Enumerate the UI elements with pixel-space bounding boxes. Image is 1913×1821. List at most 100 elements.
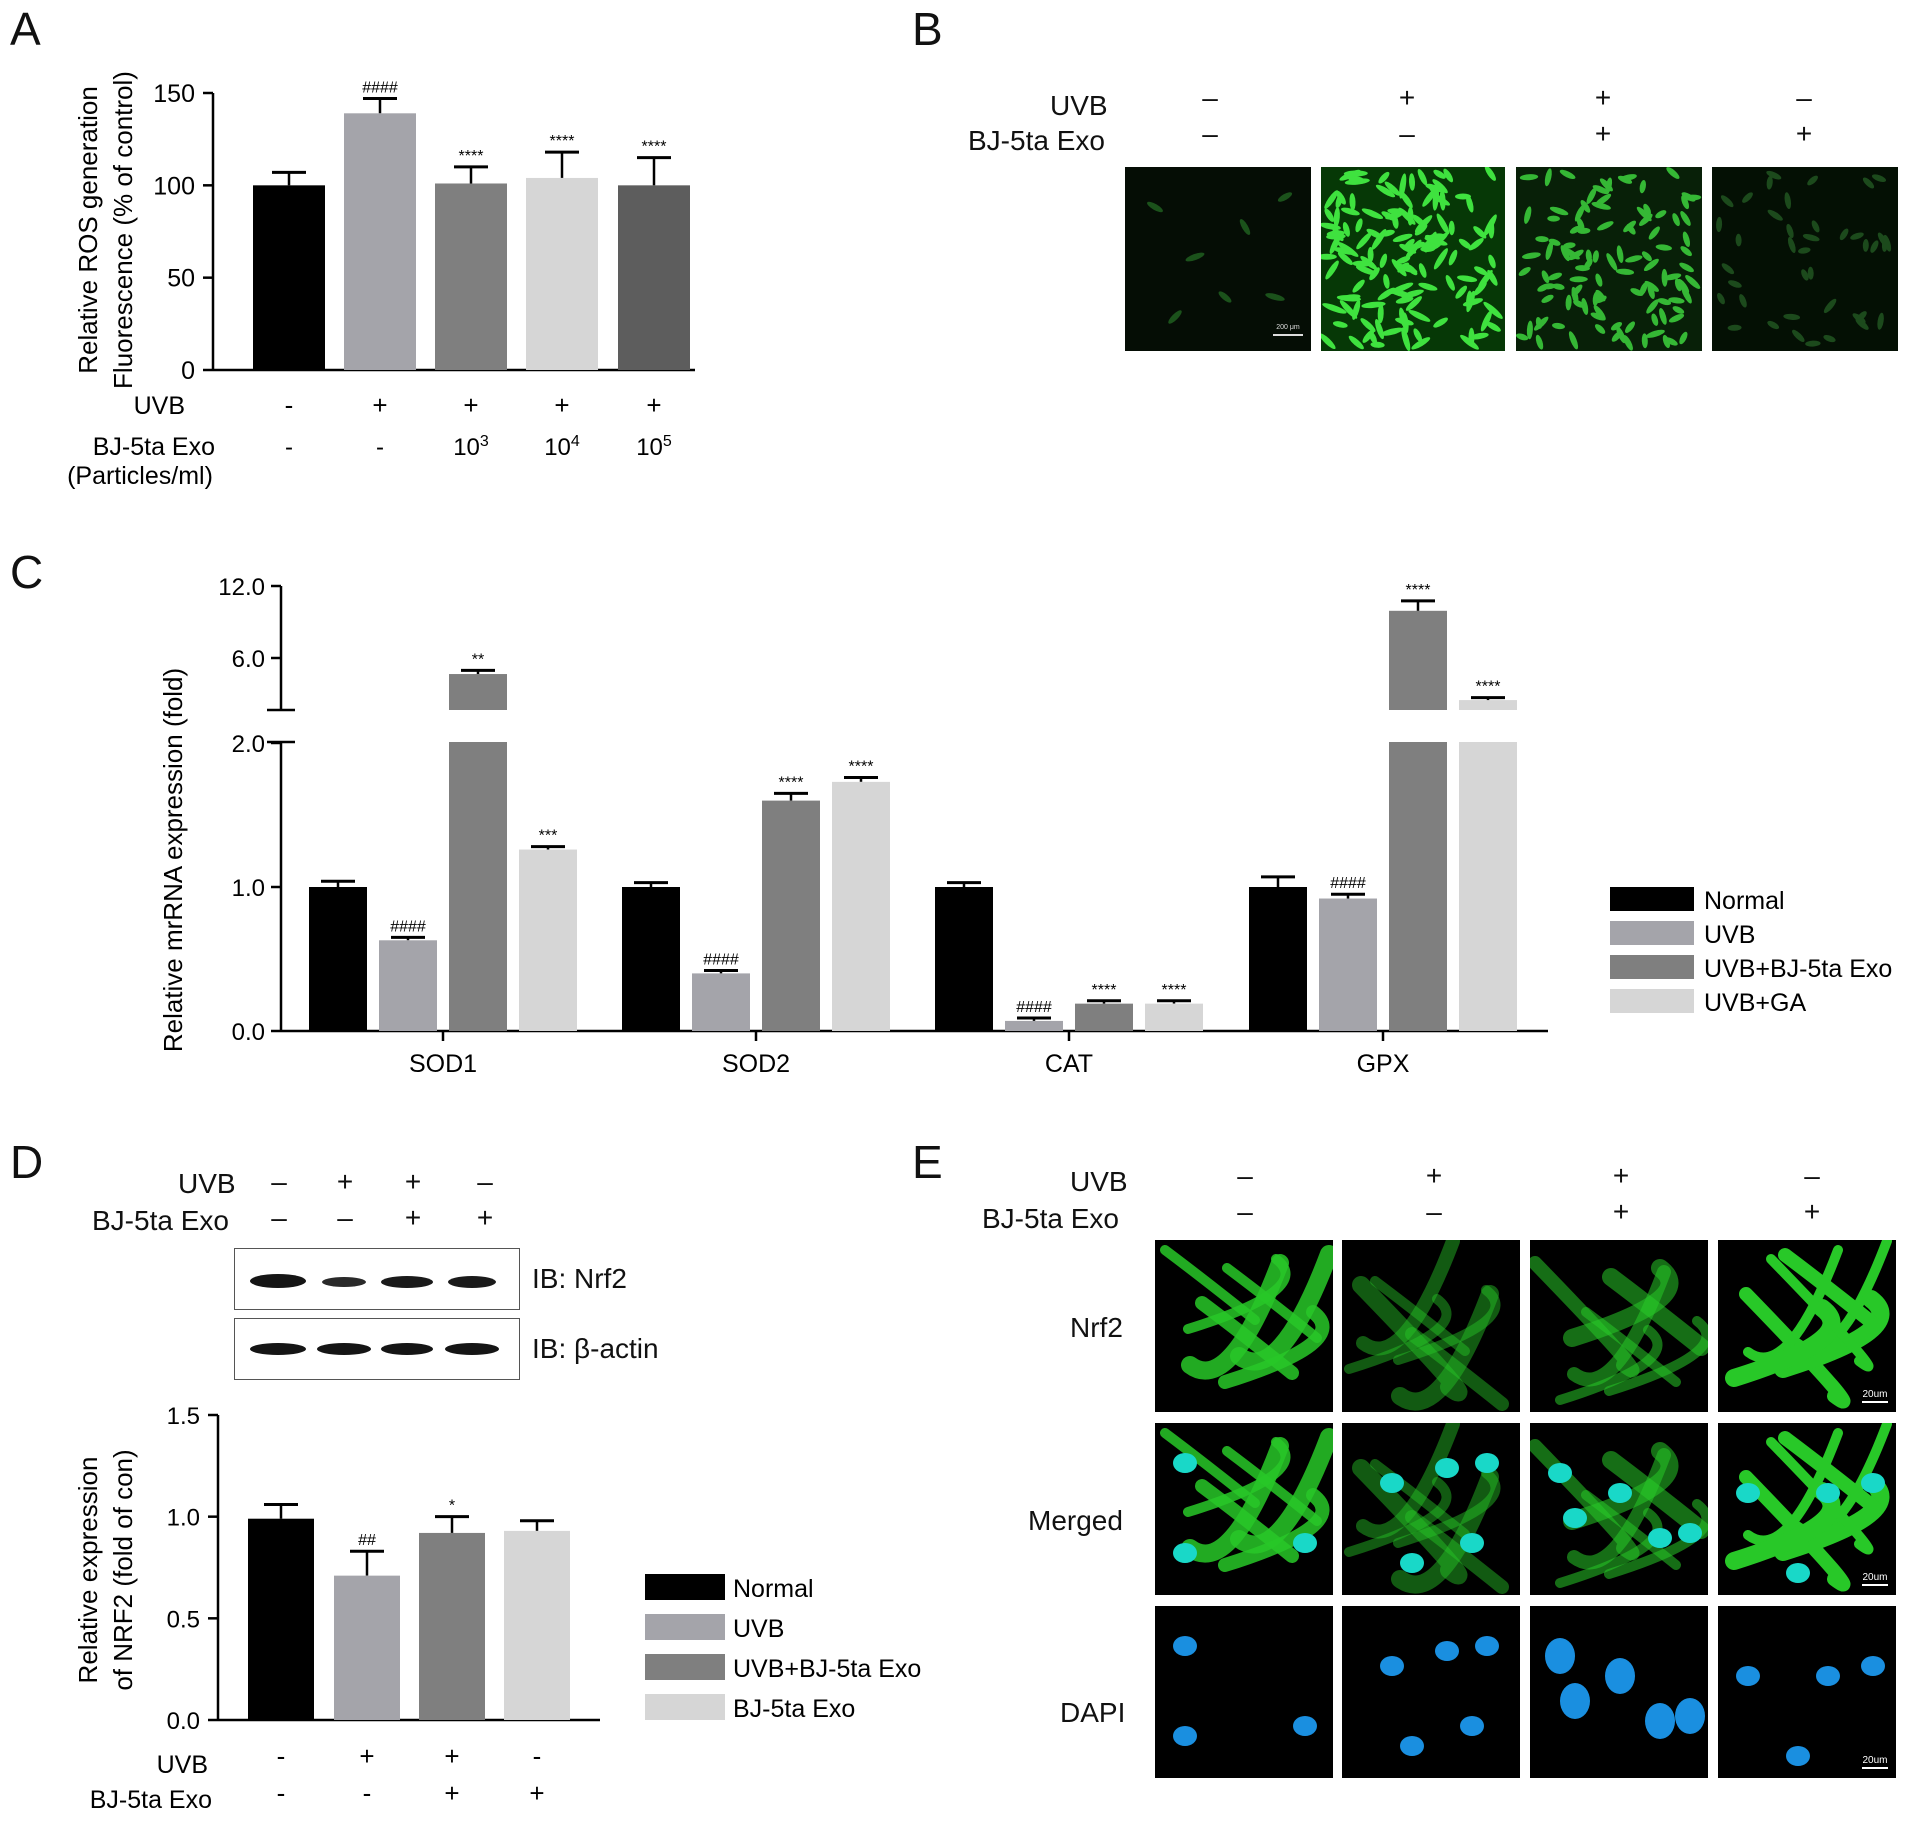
cell-mark <box>1647 284 1655 300</box>
cell-mark <box>1395 296 1414 304</box>
cell-mark <box>1348 335 1364 350</box>
cell-body <box>1391 1468 1499 1594</box>
chart-c-legend-swatch <box>1610 887 1694 911</box>
nucleus <box>1460 1716 1484 1736</box>
panel-letter-e: E <box>912 1136 943 1188</box>
cell-mark <box>1457 275 1478 283</box>
nucleus <box>1400 1736 1424 1756</box>
panel-b-uvb-2: + <box>1398 82 1416 113</box>
cell-mark <box>1580 200 1591 213</box>
chart-d-uvb-sign: + <box>444 1741 459 1771</box>
nucleus <box>1786 1563 1810 1583</box>
cell-mark <box>1643 203 1651 216</box>
panel-b-micrograph-uvb-exo <box>1516 167 1702 351</box>
cell-mark <box>1448 249 1458 266</box>
chart-c-bar-upper <box>1459 700 1517 710</box>
cell-mark <box>1565 294 1572 311</box>
axis-c-tick-label: 0.0 <box>232 1019 265 1046</box>
chart-c-bar <box>762 800 820 1031</box>
chart-c-sig: #### <box>1330 875 1366 892</box>
panel-d-exo-4: + <box>476 1202 494 1233</box>
panel-e-micrograph-merged-1 <box>1155 1423 1333 1595</box>
chart-d-bar-3 <box>419 1532 485 1720</box>
panel-e-uvb-3: + <box>1612 1160 1630 1191</box>
cell-mark <box>1811 220 1820 233</box>
axis-a-tick-label: 0 <box>181 357 195 385</box>
axis-a-tick-label: 150 <box>153 80 195 108</box>
nucleus <box>1380 1656 1404 1676</box>
cell-body <box>1352 1276 1468 1402</box>
micrograph-background <box>1342 1240 1520 1412</box>
nucleus <box>1475 1636 1499 1656</box>
cell-mark <box>1592 185 1609 195</box>
chart-c-legend-label: Normal <box>1704 887 1785 915</box>
panel-letter-b: B <box>912 3 943 55</box>
chart-c-bar <box>519 849 577 1031</box>
cell-body <box>1356 1423 1460 1539</box>
panel-e-uvb-label: UVB <box>1070 1166 1128 1197</box>
chart-c-sig: **** <box>1406 582 1431 599</box>
chart-d: 0.0 0.5 1.0 1.5 Relative expression of NRF2 (… <box>73 1403 921 1814</box>
cell-mark <box>1590 312 1606 321</box>
panel-e-uvb-1: – <box>1237 1160 1253 1191</box>
nucleus <box>1293 1716 1317 1736</box>
cell-mark <box>1397 262 1410 273</box>
cell-mark <box>1573 299 1585 308</box>
micrograph-background <box>1342 1423 1520 1595</box>
cell-mark <box>1360 318 1376 333</box>
nucleus <box>1548 1463 1572 1483</box>
chart-a-uvb-label: UVB <box>134 392 185 420</box>
cell-mark <box>1322 303 1347 314</box>
cell-mark <box>1473 226 1487 239</box>
cell-mark <box>1784 192 1792 210</box>
axis-a-ylabel-2: Fluorescence (% of control) <box>108 71 138 389</box>
cell-mark <box>1807 175 1818 186</box>
cell-mark <box>1581 298 1589 315</box>
chart-d-legend-label: UVB <box>733 1615 784 1643</box>
cell-mark <box>1337 251 1353 265</box>
cell-mark <box>1468 327 1475 347</box>
cell-body <box>1393 1285 1501 1365</box>
cell-body <box>1344 1294 1452 1374</box>
cell-mark <box>1727 324 1742 331</box>
chart-c-bar <box>832 781 890 1031</box>
cell-mark <box>1586 187 1597 205</box>
cell-mark <box>1432 179 1448 194</box>
axis-c-tick-label: 12.0 <box>218 574 265 601</box>
panel-e-micrograph-dapi-1 <box>1155 1606 1333 1778</box>
panel-e-micrograph-merged-2 <box>1342 1423 1520 1595</box>
nucleus <box>1648 1528 1672 1548</box>
cell-mark <box>1862 177 1875 189</box>
cell-mark <box>1839 228 1849 241</box>
cell-mark <box>1468 238 1484 251</box>
chart-c-legend-swatch <box>1610 921 1694 945</box>
panel-d-uvb-3: + <box>404 1166 422 1197</box>
cell-mark <box>1417 168 1428 186</box>
cell-mark <box>1408 309 1431 322</box>
cell-mark <box>1682 231 1691 248</box>
cell-body <box>1602 1451 1708 1539</box>
cell-mark <box>1742 192 1753 203</box>
cell-mark <box>1783 313 1801 320</box>
chart-c-sig: **** <box>1476 679 1501 696</box>
cell-mark <box>1574 205 1585 222</box>
panel-b-scale-text: 200 μm <box>1276 324 1300 331</box>
cell-body <box>1391 1285 1499 1411</box>
cell-mark <box>1668 313 1685 323</box>
panel-e-uvb-2: + <box>1425 1160 1443 1191</box>
chart-c-sig: **** <box>1092 982 1117 999</box>
nucleus <box>1173 1453 1197 1473</box>
cell-mark <box>1862 239 1869 252</box>
panel-letter-a: A <box>10 3 41 55</box>
cell-mark <box>1680 246 1692 257</box>
cell-mark <box>1371 228 1387 250</box>
cell-mark <box>1657 298 1672 306</box>
cell-mark <box>1735 233 1742 247</box>
cell-mark <box>1728 280 1742 288</box>
cell-mark <box>1721 263 1735 275</box>
cell-mark <box>1620 174 1637 181</box>
nucleus <box>1435 1641 1459 1661</box>
cell-mark <box>1324 208 1335 222</box>
cell-mark <box>1560 245 1570 262</box>
chart-a-exo-value: 104 <box>544 433 580 461</box>
